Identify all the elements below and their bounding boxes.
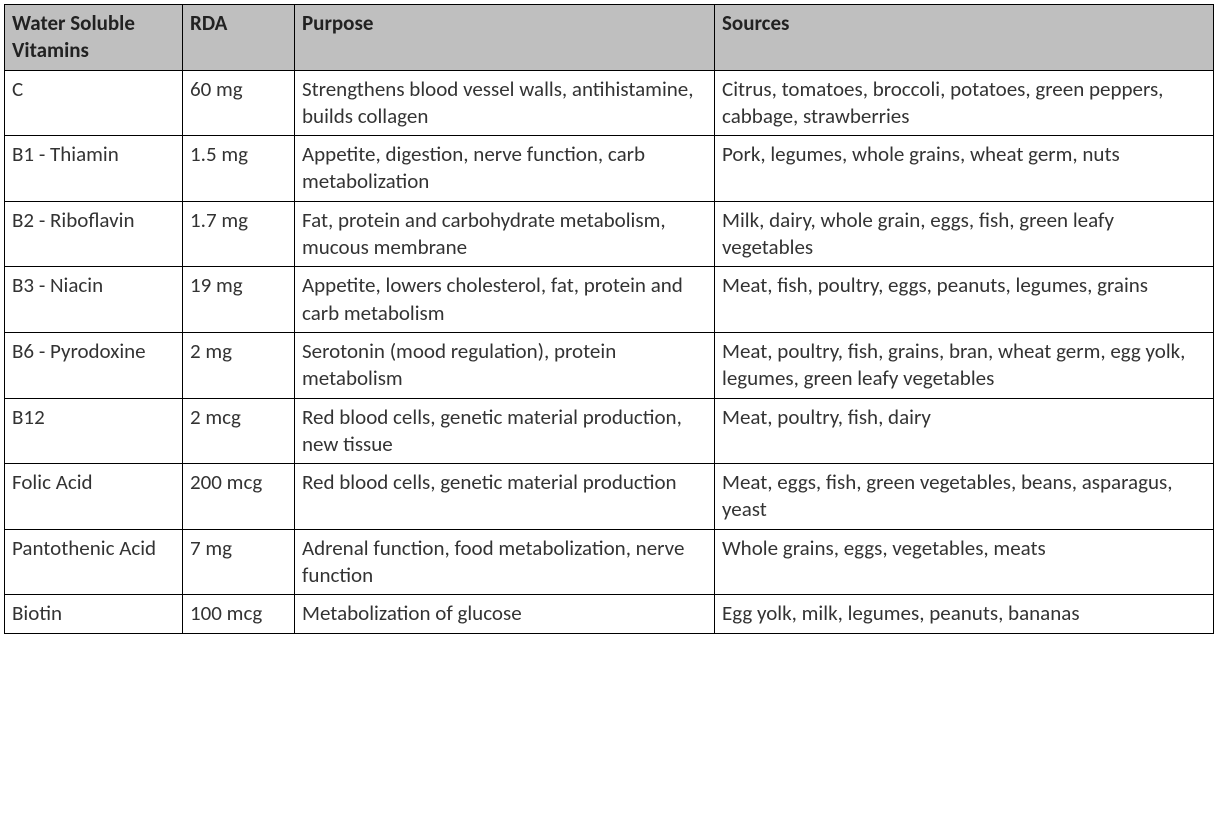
cell-purpose: Metabolization of glucose: [295, 595, 715, 633]
cell-purpose: Red blood cells, genetic material produc…: [295, 464, 715, 530]
table-row: B6 - Pyrodoxine 2 mg Serotonin (mood reg…: [5, 332, 1214, 398]
cell-rda: 7 mg: [183, 529, 295, 595]
table-row: B1 - Thiamin 1.5 mg Appetite, digestion,…: [5, 136, 1214, 202]
cell-vitamin: B12: [5, 398, 183, 464]
cell-sources: Citrus, tomatoes, broccoli, potatoes, gr…: [715, 70, 1214, 136]
cell-vitamin: Folic Acid: [5, 464, 183, 530]
cell-vitamin: C: [5, 70, 183, 136]
cell-rda: 200 mcg: [183, 464, 295, 530]
cell-purpose: Red blood cells, genetic material produc…: [295, 398, 715, 464]
cell-rda: 100 mcg: [183, 595, 295, 633]
cell-sources: Whole grains, eggs, vegetables, meats: [715, 529, 1214, 595]
cell-rda: 19 mg: [183, 267, 295, 333]
cell-rda: 2 mcg: [183, 398, 295, 464]
col-header-rda: RDA: [183, 5, 295, 71]
cell-rda: 2 mg: [183, 332, 295, 398]
cell-purpose: Appetite, digestion, nerve function, car…: [295, 136, 715, 202]
cell-vitamin: Biotin: [5, 595, 183, 633]
table-row: Folic Acid 200 mcg Red blood cells, gene…: [5, 464, 1214, 530]
cell-vitamin: B2 - Riboflavin: [5, 201, 183, 267]
cell-purpose: Adrenal function, food metabolization, n…: [295, 529, 715, 595]
cell-sources: Milk, dairy, whole grain, eggs, fish, gr…: [715, 201, 1214, 267]
table-row: B12 2 mcg Red blood cells, genetic mater…: [5, 398, 1214, 464]
cell-rda: 1.7 mg: [183, 201, 295, 267]
cell-sources: Meat, eggs, fish, green vegetables, bean…: [715, 464, 1214, 530]
table-body: C 60 mg Strengthens blood vessel walls, …: [5, 70, 1214, 633]
cell-purpose: Strengthens blood vessel walls, antihist…: [295, 70, 715, 136]
table-row: B2 - Riboflavin 1.7 mg Fat, protein and …: [5, 201, 1214, 267]
table-header-row: Water Soluble Vitamins RDA Purpose Sourc…: [5, 5, 1214, 71]
cell-purpose: Appetite, lowers cholesterol, fat, prote…: [295, 267, 715, 333]
col-header-vitamin: Water Soluble Vitamins: [5, 5, 183, 71]
cell-rda: 60 mg: [183, 70, 295, 136]
cell-vitamin: Pantothenic Acid: [5, 529, 183, 595]
cell-vitamin: B3 - Niacin: [5, 267, 183, 333]
table-row: B3 - Niacin 19 mg Appetite, lowers chole…: [5, 267, 1214, 333]
cell-sources: Egg yolk, milk, legumes, peanuts, banana…: [715, 595, 1214, 633]
cell-purpose: Serotonin (mood regulation), protein met…: [295, 332, 715, 398]
cell-vitamin: B6 - Pyrodoxine: [5, 332, 183, 398]
cell-purpose: Fat, protein and carbohydrate metabolism…: [295, 201, 715, 267]
cell-rda: 1.5 mg: [183, 136, 295, 202]
vitamins-table: Water Soluble Vitamins RDA Purpose Sourc…: [4, 4, 1214, 634]
table-row: Biotin 100 mcg Metabolization of glucose…: [5, 595, 1214, 633]
table-row: Pantothenic Acid 7 mg Adrenal function, …: [5, 529, 1214, 595]
col-header-purpose: Purpose: [295, 5, 715, 71]
cell-sources: Pork, legumes, whole grains, wheat germ,…: [715, 136, 1214, 202]
cell-sources: Meat, poultry, fish, grains, bran, wheat…: [715, 332, 1214, 398]
cell-sources: Meat, fish, poultry, eggs, peanuts, legu…: [715, 267, 1214, 333]
table-row: C 60 mg Strengthens blood vessel walls, …: [5, 70, 1214, 136]
cell-vitamin: B1 - Thiamin: [5, 136, 183, 202]
cell-sources: Meat, poultry, fish, dairy: [715, 398, 1214, 464]
col-header-sources: Sources: [715, 5, 1214, 71]
